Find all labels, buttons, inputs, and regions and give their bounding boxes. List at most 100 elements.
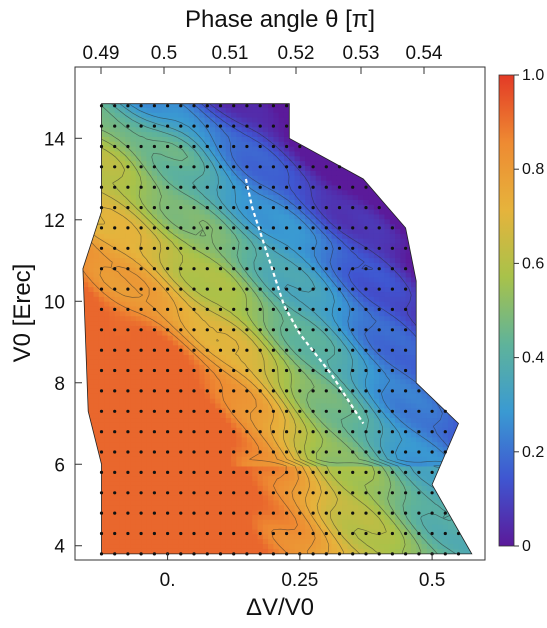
heat-cell [188, 528, 195, 535]
heat-cell [109, 209, 116, 215]
heat-cell [119, 189, 126, 196]
heat-cell [326, 272, 333, 278]
heat-cell [194, 291, 200, 297]
heat-cell [109, 422, 116, 428]
heat-cell [119, 494, 126, 501]
heat-cell [178, 475, 185, 482]
heat-cell [67, 102, 73, 107]
heat-cell [236, 155, 243, 162]
heat-cell [225, 490, 232, 496]
heat-cell [283, 223, 290, 230]
heat-cell [172, 223, 179, 230]
heat-cell [204, 107, 211, 113]
heat-cell [104, 242, 110, 249]
heat-cell [157, 305, 163, 312]
heat-cell [130, 136, 137, 142]
heat-cell [326, 354, 333, 360]
heat-cell [257, 359, 264, 365]
heat-cell [135, 475, 142, 482]
heat-cell [315, 301, 322, 307]
heat-cell [278, 533, 285, 540]
heat-cell [262, 233, 269, 239]
heat-cell [299, 383, 306, 389]
heat-cell [305, 252, 312, 259]
heat-cell [241, 519, 248, 525]
heat-cell [294, 272, 301, 278]
heat-cell [199, 456, 206, 462]
heat-cell [151, 238, 158, 244]
heat-cell [289, 223, 296, 230]
heat-cell [209, 533, 216, 540]
heat-cell [231, 252, 237, 259]
heat-cell [209, 262, 216, 268]
heat-cell [305, 170, 312, 176]
heat-cell [62, 427, 68, 432]
heat-cell [209, 422, 216, 428]
heat-cell [289, 431, 296, 438]
heat-cell [130, 262, 137, 268]
heat-cell [194, 461, 200, 467]
heat-cell [215, 228, 222, 234]
heat-cell [209, 233, 216, 239]
heat-cell [199, 388, 206, 394]
heat-cell [252, 339, 259, 346]
heat-cell [67, 408, 73, 413]
heat-cell [114, 228, 121, 234]
heat-cell [67, 398, 73, 403]
heat-cell [172, 126, 179, 133]
heat-cell [157, 427, 163, 433]
heat-cell [257, 494, 264, 501]
heat-cell [114, 417, 121, 423]
heat-cell [172, 354, 179, 360]
heat-cell [336, 514, 343, 520]
heat-cell [204, 378, 211, 385]
heat-cell [104, 199, 110, 205]
heat-cell [114, 402, 121, 409]
heat-cell [167, 538, 174, 545]
heat-cell [257, 519, 264, 525]
heat-cell [130, 344, 137, 351]
heat-cell [331, 272, 338, 278]
heat-cell [151, 543, 158, 549]
heat-cell [294, 257, 301, 263]
heat-cell [294, 422, 301, 428]
heat-cell [331, 368, 338, 375]
heat-cell [125, 378, 132, 385]
heat-cell [104, 218, 110, 225]
heat-cell [67, 141, 73, 146]
heat-cell [199, 131, 206, 137]
heat-cell [125, 233, 132, 239]
heat-cell [62, 267, 68, 272]
heat-cell [151, 514, 158, 520]
heat-cell [315, 441, 322, 448]
heat-cell [252, 179, 259, 186]
heat-cell [268, 538, 274, 545]
heat-cell [236, 320, 243, 326]
heat-cell [220, 121, 227, 128]
heat-cell [194, 475, 200, 482]
heat-cell [252, 480, 259, 486]
heat-cell [183, 461, 190, 467]
heat-cell [62, 345, 68, 350]
heat-cell [331, 412, 338, 419]
heat-cell [151, 349, 158, 356]
heat-cell [225, 218, 232, 225]
heat-cell [188, 470, 195, 477]
heat-cell [268, 238, 274, 244]
heat-cell [220, 354, 227, 360]
heat-cell [130, 456, 137, 462]
heat-cell [151, 383, 158, 389]
heat-cell [141, 393, 148, 399]
heat-cell [299, 373, 306, 380]
heat-cell [194, 480, 200, 486]
heat-cell [151, 393, 158, 399]
heat-cell [178, 344, 185, 351]
heat-cell [268, 218, 274, 225]
heat-cell [331, 480, 338, 486]
heat-cell [215, 427, 222, 433]
heat-cell [331, 407, 338, 414]
heat-cell [209, 160, 216, 167]
heat-cell [135, 131, 142, 137]
heat-cell [204, 436, 211, 443]
heat-cell [67, 311, 73, 316]
